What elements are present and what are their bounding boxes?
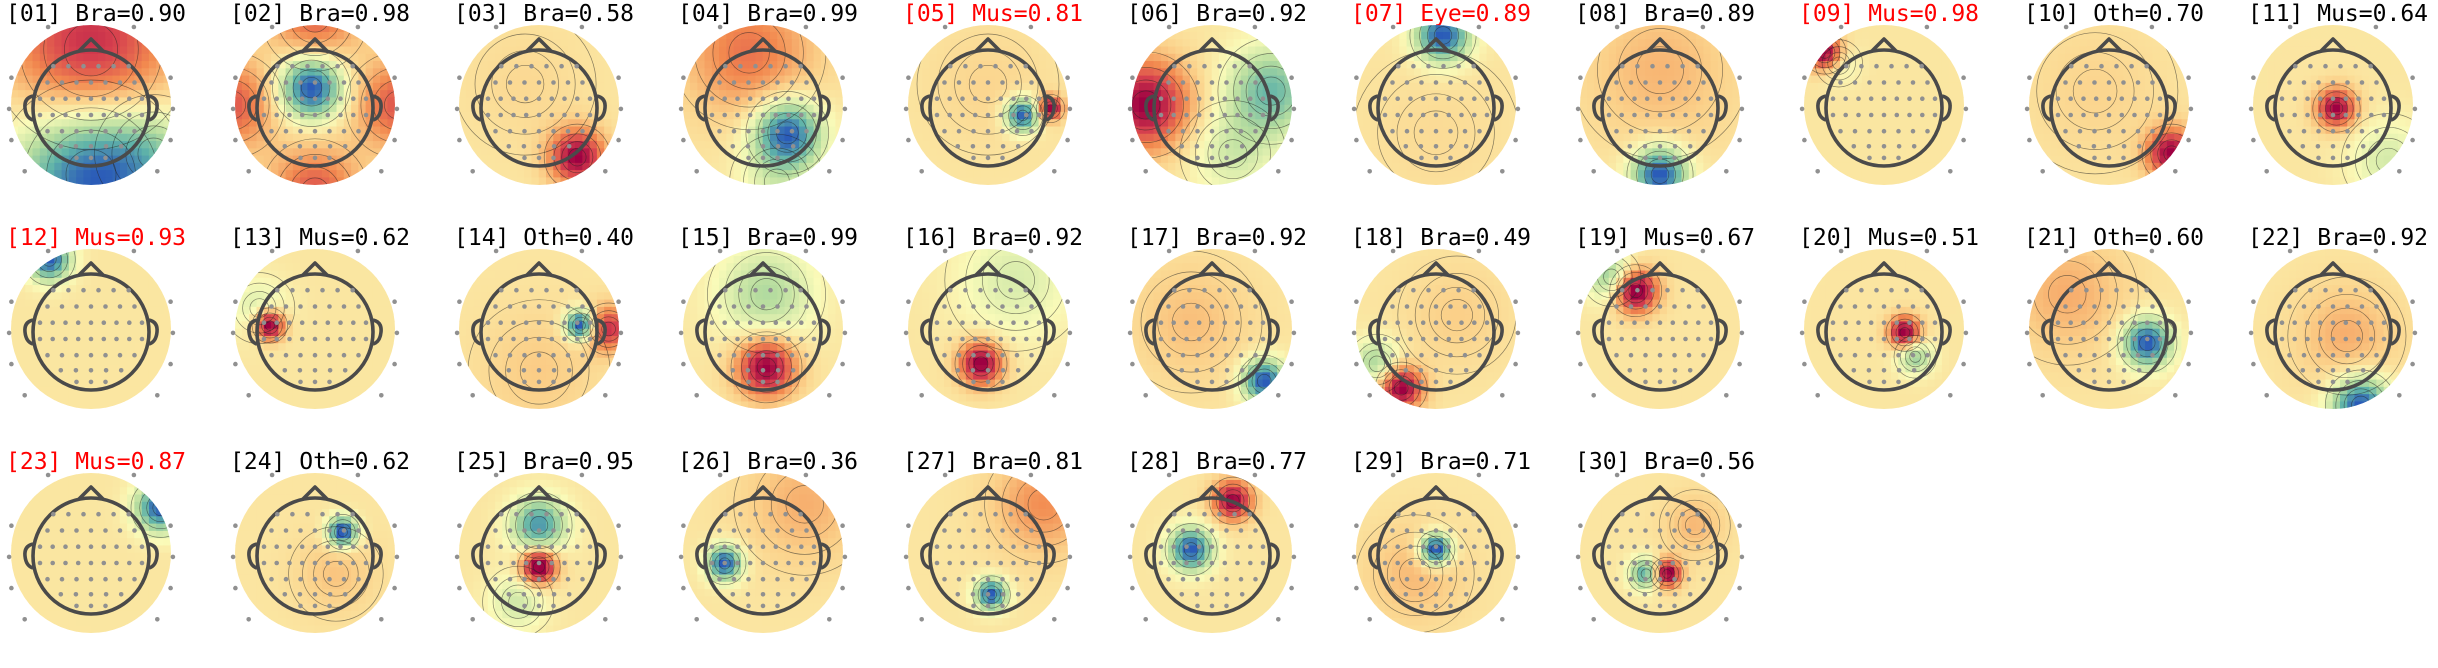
topomap [1575, 20, 1745, 190]
topomap-field [908, 244, 1073, 409]
topomap [6, 20, 176, 190]
topomap [230, 20, 400, 190]
component-cell: [29] Bra=0.71 [1345, 448, 1569, 668]
topomap [1799, 20, 1969, 190]
topomap [1127, 244, 1297, 414]
topomap [1351, 244, 1521, 414]
component-cell: [15] Bra=0.99 [672, 224, 896, 444]
component-cell: [12] Mus=0.93 [0, 224, 224, 444]
component-cell: [08] Bra=0.89 [1569, 0, 1793, 220]
topomap [1799, 244, 1969, 414]
topomap [1127, 468, 1297, 638]
component-cell: [10] Oth=0.70 [2018, 0, 2242, 220]
topomap [2248, 20, 2418, 190]
topomap-field [908, 468, 1073, 633]
topomap [1351, 20, 1521, 190]
component-cell: [04] Bra=0.99 [672, 0, 896, 220]
component-cell: [03] Bra=0.58 [448, 0, 672, 220]
topomap [6, 468, 176, 638]
component-cell: [24] Oth=0.62 [224, 448, 448, 668]
topomap [903, 468, 1073, 638]
component-cell: [21] Oth=0.60 [2018, 224, 2242, 444]
topomap [1575, 244, 1745, 414]
component-cell: [26] Bra=0.36 [672, 448, 896, 668]
topomap [903, 244, 1073, 414]
topomap [454, 20, 624, 190]
component-cell: [22] Bra=0.92 [2242, 224, 2438, 444]
topomap [1351, 468, 1521, 638]
component-cell: [27] Bra=0.81 [897, 448, 1121, 668]
topomap [230, 468, 400, 638]
component-cell: [19] Mus=0.67 [1569, 224, 1793, 444]
topomap [6, 244, 176, 414]
topomap [2248, 244, 2418, 414]
component-cell: [17] Bra=0.92 [1121, 224, 1345, 444]
component-cell: [20] Mus=0.51 [1793, 224, 2017, 444]
component-cell: [05] Mus=0.81 [897, 0, 1121, 220]
topomap [454, 468, 624, 638]
component-cell: [01] Bra=0.90 [0, 0, 224, 220]
component-cell: [18] Bra=0.49 [1345, 224, 1569, 444]
topomap-field [2024, 244, 2189, 409]
component-cell: [14] Oth=0.40 [448, 224, 672, 444]
topomap [1127, 20, 1297, 190]
component-cell: [25] Bra=0.95 [448, 448, 672, 668]
component-cell: [28] Bra=0.77 [1121, 448, 1345, 668]
topomap [1575, 468, 1745, 638]
component-cell: [06] Bra=0.92 [1121, 0, 1345, 220]
component-cell: [02] Bra=0.98 [224, 0, 448, 220]
topomap [230, 244, 400, 414]
component-cell: [11] Mus=0.64 [2242, 0, 2438, 220]
topomap [2024, 20, 2194, 190]
component-cell: [13] Mus=0.62 [224, 224, 448, 444]
topomap [678, 244, 848, 414]
component-cell: [30] Bra=0.56 [1569, 448, 1793, 668]
topomap [678, 20, 848, 190]
component-cell: [09] Mus=0.98 [1793, 0, 2017, 220]
component-cell: [07] Eye=0.89 [1345, 0, 1569, 220]
topomap [678, 468, 848, 638]
component-cell: [16] Bra=0.92 [897, 224, 1121, 444]
topomap-field [683, 468, 848, 633]
topomap [903, 20, 1073, 190]
topomap [454, 244, 624, 414]
topomap [2024, 244, 2194, 414]
component-cell: [23] Mus=0.87 [0, 448, 224, 668]
